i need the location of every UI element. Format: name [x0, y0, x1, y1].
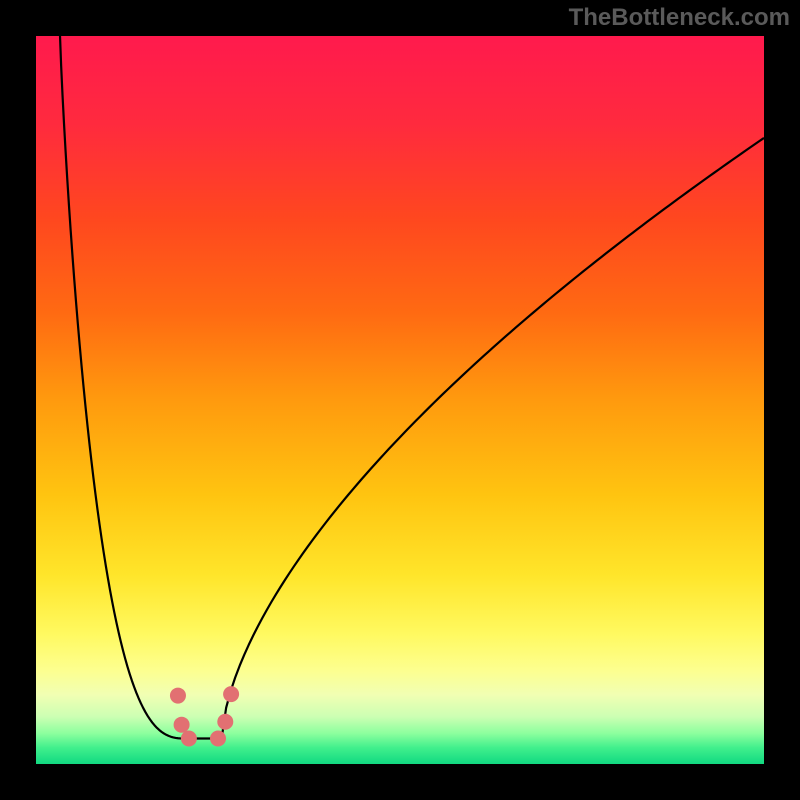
gradient-background [36, 36, 764, 764]
watermark-text: TheBottleneck.com [569, 4, 790, 32]
chart-container: TheBottleneck.com [0, 0, 800, 800]
